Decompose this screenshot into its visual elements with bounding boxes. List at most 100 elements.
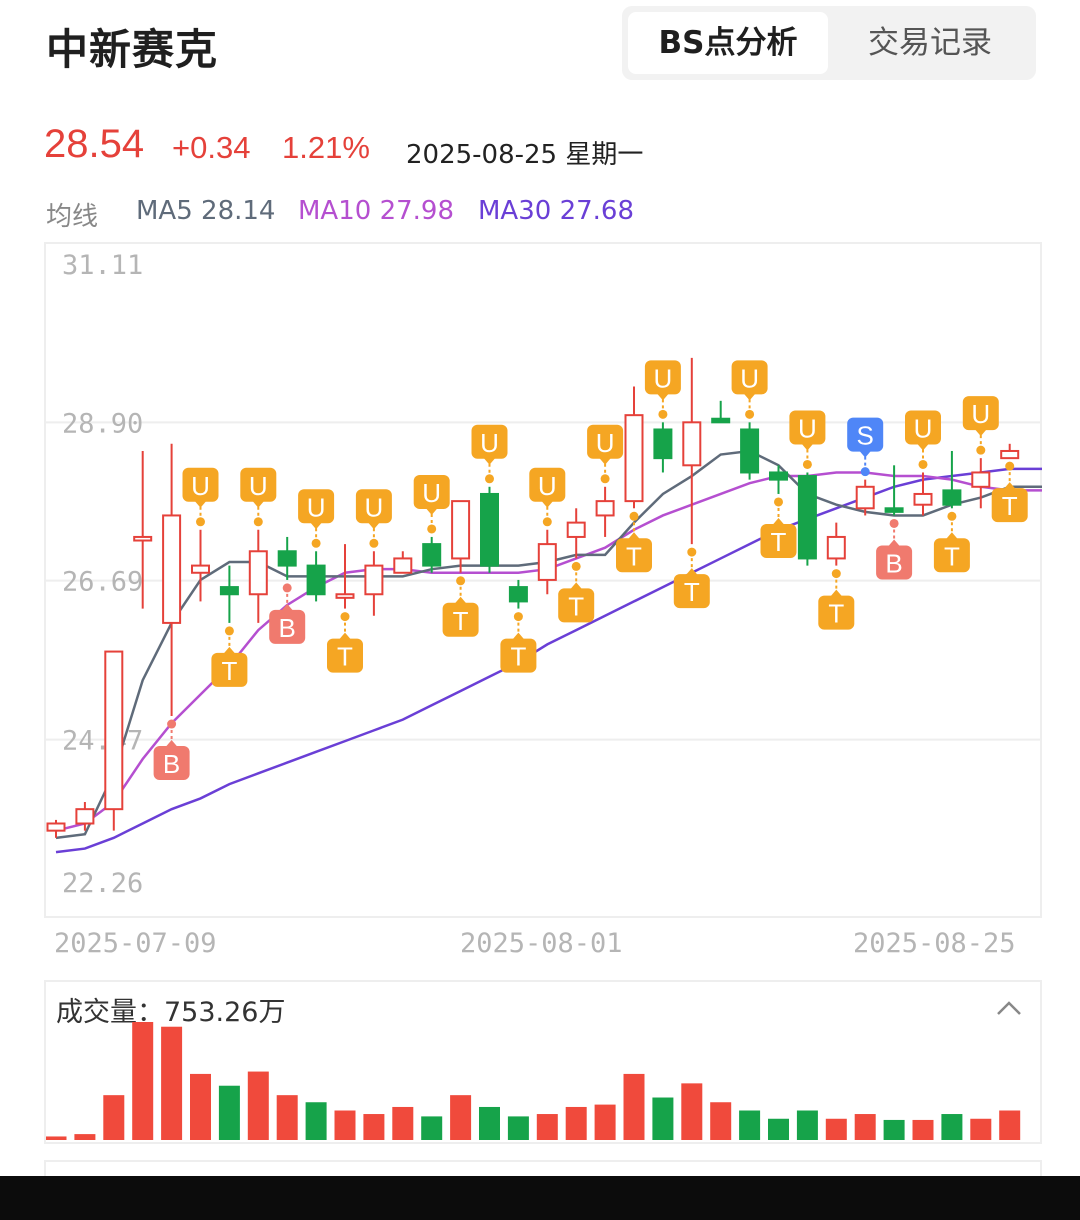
volume-bar <box>507 1116 529 1140</box>
signal-badge-pointer <box>223 646 236 654</box>
ma-legend-label: 均线 <box>46 202 99 232</box>
signal-dot <box>427 524 437 534</box>
signal-badge-pointer <box>512 632 525 640</box>
candle-body <box>971 471 991 488</box>
signal-badge-u <box>240 467 277 502</box>
signal-badge-u <box>644 360 681 395</box>
signal-badge-label: U <box>740 363 759 393</box>
signal-badge-u <box>731 360 768 395</box>
signal-badge-label: U <box>654 363 673 393</box>
candle-body <box>508 586 528 603</box>
signal-badge-t <box>673 574 710 609</box>
volume-bar <box>132 1022 154 1140</box>
candle-body <box>826 535 846 560</box>
candle-body <box>364 564 384 596</box>
view-tabs: BS点分析 交易记录 <box>622 6 1036 80</box>
signal-badge-pointer <box>599 457 612 465</box>
signal-badge-t <box>211 652 248 687</box>
volume-bar <box>941 1114 963 1140</box>
volume-bar <box>218 1085 240 1140</box>
signal-badge-label: U <box>422 478 441 508</box>
volume-bar <box>999 1110 1021 1140</box>
tab-bs-analysis[interactable]: BS点分析 <box>628 12 828 74</box>
signal-dot <box>802 459 812 469</box>
signal-badge-pointer <box>685 568 698 576</box>
volume-bar <box>854 1114 876 1140</box>
candle-body <box>566 521 586 538</box>
signal-badge-label: U <box>191 471 210 501</box>
x-axis-label-end: 2025-08-25 <box>853 928 1016 959</box>
candle-body <box>682 421 702 467</box>
signal-dot <box>600 474 610 484</box>
volume-bar <box>161 1026 183 1140</box>
signal-badge-pointer <box>945 532 958 540</box>
signal-badge-pointer <box>830 589 843 597</box>
signal-dot <box>485 474 494 484</box>
signal-badge-t <box>933 538 970 573</box>
candle-body <box>75 808 95 825</box>
signal-badge-b <box>269 609 306 644</box>
candle-body <box>219 586 239 596</box>
y-tick-label: 24.47 <box>62 726 143 757</box>
signal-badge-label: U <box>307 492 326 522</box>
y-tick-label: 28.90 <box>62 408 143 439</box>
volume-bar <box>536 1114 558 1140</box>
candle-body <box>537 543 557 581</box>
signal-dot <box>658 409 668 419</box>
signal-badge-t <box>327 638 363 673</box>
tab-trade-records[interactable]: 交易记录 <box>868 25 992 61</box>
price-change: +0.34 <box>172 130 251 165</box>
signal-badge-label: T <box>684 577 700 607</box>
signal-badge-label: T <box>1002 491 1018 521</box>
candle-body <box>133 535 153 542</box>
signal-badge-u <box>298 489 335 524</box>
volume-bars <box>46 1022 1021 1140</box>
signal-badge-pointer <box>252 500 265 508</box>
signal-badge-label: T <box>626 541 642 571</box>
signal-badge-t <box>818 595 855 630</box>
volume-bar <box>739 1110 761 1140</box>
signal-badge-label: U <box>914 413 933 443</box>
candle-body <box>335 593 355 599</box>
volume-bar <box>392 1106 414 1140</box>
next-panel <box>44 1160 1042 1190</box>
signal-badge-label: B <box>279 613 296 643</box>
signal-badge-label: U <box>971 399 990 429</box>
signal-dot <box>947 511 957 521</box>
signal-badge-b <box>876 545 913 580</box>
volume-bar <box>305 1102 327 1140</box>
signal-badge-pointer <box>1003 482 1016 490</box>
candle-body <box>162 514 182 624</box>
volume-value: 753.26万 <box>164 997 286 1028</box>
candle-body <box>942 489 962 506</box>
signal-dot <box>918 459 928 469</box>
quote-date: 2025-08-25 星期一 <box>406 140 644 170</box>
signal-badge-label: U <box>596 428 615 458</box>
signal-badge-pointer <box>194 500 207 508</box>
candle-body <box>306 564 326 596</box>
signal-badge-u <box>789 410 826 445</box>
x-axis-label-start: 2025-07-09 <box>54 928 217 959</box>
signal-dot <box>976 445 986 455</box>
candle-body <box>46 822 66 832</box>
signal-badge-t <box>500 638 537 673</box>
signal-badge-pointer <box>483 457 496 465</box>
signal-dot <box>253 517 263 527</box>
signal-badge-label: T <box>453 606 469 636</box>
signal-badge-u <box>355 489 392 524</box>
kline-chart-svg[interactable]: 31.11 28.90 26.69 24.47 22.26 B U T U B U T U U T U T U T U… <box>46 244 1042 918</box>
signal-badge-label: T <box>944 541 960 571</box>
signal-badge-label: U <box>365 492 384 522</box>
signal-badge-s <box>847 417 884 452</box>
volume-bar <box>450 1095 472 1140</box>
candle-body <box>653 428 673 460</box>
chevron-up-icon[interactable] <box>996 996 1022 1022</box>
volume-bar <box>710 1102 732 1140</box>
signal-badge-label: T <box>510 642 526 672</box>
kline-chart[interactable]: 31.11 28.90 26.69 24.47 22.26 B U T U B U T U U T U T U T U… <box>44 242 1042 918</box>
candle-body <box>913 492 933 506</box>
candle-body <box>884 507 904 513</box>
signal-badge-u <box>962 396 999 431</box>
signal-badge-pointer <box>570 582 583 590</box>
ma30-line <box>55 467 1042 854</box>
